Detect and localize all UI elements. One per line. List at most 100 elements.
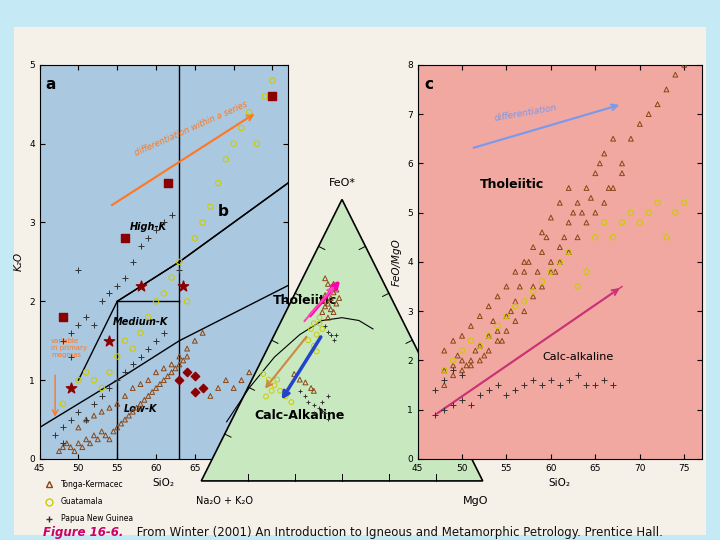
- Point: [590, 233, 601, 241]
- Point: [594, 159, 606, 167]
- Point: [652, 100, 663, 109]
- Text: Low-K: Low-K: [124, 404, 157, 414]
- Point: [510, 386, 521, 394]
- Point: [189, 372, 201, 381]
- Point: [50, 431, 61, 440]
- Point: [483, 386, 495, 394]
- Point: [235, 376, 247, 384]
- Point: [492, 322, 503, 330]
- Point: [590, 208, 601, 217]
- Point: [166, 273, 177, 282]
- Point: [177, 281, 189, 290]
- Point: [96, 384, 107, 393]
- Point: [527, 292, 539, 301]
- Text: c: c: [425, 77, 433, 92]
- Point: [302, 398, 314, 407]
- Point: [328, 308, 339, 316]
- Point: [643, 110, 654, 118]
- Point: [456, 346, 468, 355]
- Point: [625, 134, 636, 143]
- Point: [120, 273, 131, 282]
- Point: [317, 308, 328, 316]
- Point: [576, 208, 588, 217]
- Text: a: a: [46, 77, 56, 92]
- Point: [131, 403, 143, 412]
- Point: [608, 381, 619, 389]
- Point: [88, 431, 99, 440]
- Y-axis label: FeO/MgO: FeO/MgO: [392, 238, 402, 286]
- Point: [661, 233, 672, 241]
- Point: [554, 198, 566, 207]
- Point: [220, 155, 232, 164]
- Point: [158, 328, 170, 337]
- Point: [120, 336, 131, 345]
- Point: [120, 368, 131, 376]
- Point: [104, 384, 115, 393]
- Point: [146, 388, 158, 396]
- Point: [461, 361, 472, 370]
- Point: [320, 302, 331, 310]
- Point: [317, 398, 328, 407]
- Point: [88, 411, 99, 420]
- Point: [266, 76, 278, 85]
- Point: [212, 384, 224, 393]
- Text: Calc-alkaline: Calc-alkaline: [542, 353, 613, 362]
- Point: [465, 336, 477, 345]
- Point: [308, 387, 320, 395]
- Point: [634, 120, 646, 129]
- Point: [469, 346, 481, 355]
- Point: [536, 228, 548, 237]
- Point: [500, 312, 512, 320]
- Point: [266, 387, 277, 395]
- Point: [563, 248, 575, 256]
- Point: [197, 218, 208, 227]
- Point: [559, 233, 570, 241]
- Point: [294, 375, 305, 384]
- Point: [266, 92, 278, 100]
- Point: [158, 218, 170, 227]
- Point: [143, 345, 154, 353]
- Point: [57, 313, 68, 321]
- Point: [300, 378, 311, 387]
- Point: [65, 415, 76, 424]
- Point: [514, 282, 526, 291]
- Point: [563, 184, 575, 192]
- Point: [158, 289, 170, 298]
- Point: [320, 322, 331, 330]
- Point: [174, 258, 185, 266]
- Point: [527, 376, 539, 384]
- Point: [518, 297, 530, 306]
- Point: [112, 352, 123, 361]
- Text: Medium-K: Medium-K: [113, 317, 168, 327]
- Point: [572, 371, 583, 380]
- Point: [96, 297, 107, 306]
- Point: [96, 427, 107, 436]
- Point: [500, 390, 512, 399]
- Point: [88, 376, 99, 384]
- Point: [53, 447, 65, 455]
- Point: [483, 332, 495, 340]
- Point: [204, 202, 216, 211]
- Point: [263, 375, 274, 384]
- Point: [135, 242, 146, 251]
- Point: [608, 134, 619, 143]
- Point: [127, 360, 138, 369]
- Point: [447, 366, 459, 375]
- Point: [181, 345, 193, 353]
- Point: [545, 267, 557, 276]
- Point: [174, 266, 185, 274]
- Text: Tholeiitic: Tholeiitic: [480, 178, 544, 191]
- Point: [243, 368, 255, 376]
- Point: [274, 387, 286, 395]
- Point: [311, 347, 323, 356]
- Point: [474, 356, 485, 365]
- Point: [228, 139, 240, 148]
- Point: [120, 392, 131, 400]
- Point: [572, 198, 583, 207]
- Point: [320, 274, 331, 282]
- Point: [322, 327, 333, 336]
- Point: [554, 243, 566, 252]
- Text: High-K: High-K: [130, 222, 167, 232]
- Point: [61, 439, 73, 448]
- Point: [532, 267, 544, 276]
